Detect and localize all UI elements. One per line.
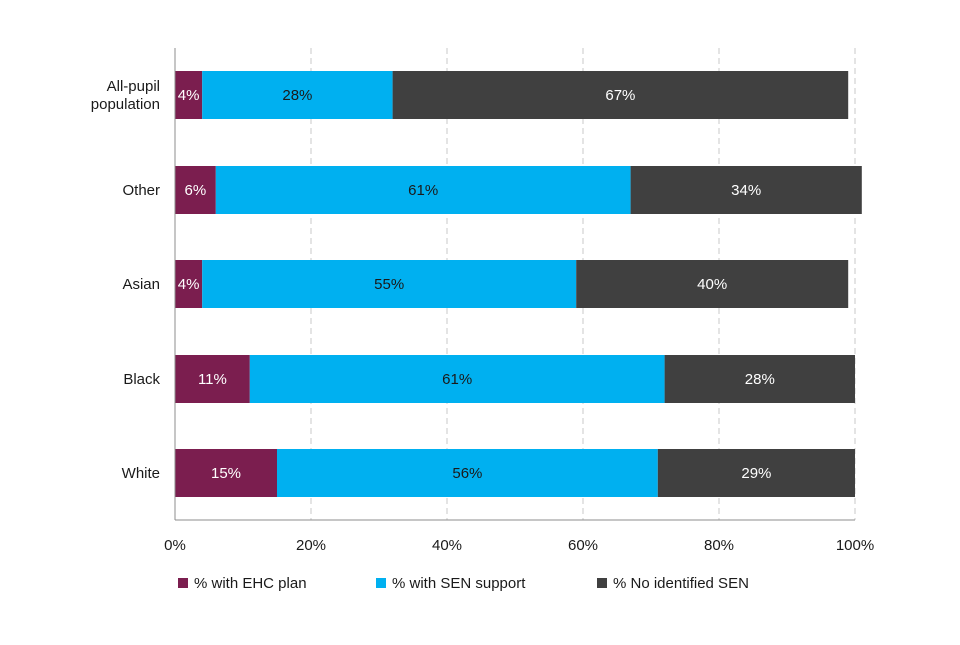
x-tick-label: 40%	[432, 537, 462, 554]
x-tick-label: 60%	[568, 537, 598, 554]
bar-segment	[202, 71, 393, 119]
category-label: All-pupil population	[91, 78, 160, 113]
bar-value-label: 4%	[178, 87, 200, 104]
legend-label: % with SEN support	[392, 575, 526, 592]
bars	[175, 71, 862, 497]
bar-value-label: 11%	[198, 371, 227, 388]
bar-value-label: 29%	[741, 465, 771, 482]
bar-segment	[175, 166, 216, 214]
bar-segment	[630, 166, 862, 214]
bar-value-label: 55%	[374, 276, 404, 293]
bar-value-label: 28%	[745, 371, 775, 388]
bar-segment	[392, 71, 849, 119]
bar-segment	[175, 71, 203, 119]
bar-segment	[175, 449, 277, 497]
bar-segment	[175, 260, 203, 308]
bar-value-label: 56%	[452, 465, 482, 482]
bar-segment	[215, 166, 631, 214]
bar-value-label: 34%	[731, 182, 761, 199]
bar-segment	[657, 449, 855, 497]
bar-value-label: 15%	[211, 465, 241, 482]
bar-value-label: 4%	[178, 276, 200, 293]
x-tick-label: 0%	[164, 537, 186, 554]
axes: 0% 20% 40% 60% 80% 100%	[164, 48, 874, 554]
bar-value-label: 67%	[605, 87, 635, 104]
x-tick-label: 20%	[296, 537, 326, 554]
legend-label: % with EHC plan	[194, 575, 307, 592]
legend-label: % No identified SEN	[613, 575, 749, 592]
bar-value-label: 40%	[697, 276, 727, 293]
bar-value-label: 6%	[185, 182, 207, 199]
legend-swatch	[376, 578, 386, 588]
bar-segment	[277, 449, 658, 497]
x-tick-label: 100%	[836, 537, 874, 554]
category-label: Asian	[122, 276, 160, 293]
bar-value-label: 61%	[442, 371, 472, 388]
bar-segment	[202, 260, 577, 308]
bar-segment	[249, 355, 665, 403]
bar-segment	[576, 260, 849, 308]
bar-value-label: 61%	[408, 182, 438, 199]
legend-swatch	[597, 578, 607, 588]
category-label: Other	[122, 182, 160, 199]
bar-segment	[664, 355, 855, 403]
category-label: White	[122, 465, 160, 482]
bar-value-label: 28%	[282, 87, 312, 104]
x-tick-label: 80%	[704, 537, 734, 554]
labels: 4% 28% 67% All-pupil population 6% 61% 34% Other…	[91, 78, 775, 482]
bar-segment	[175, 355, 250, 403]
legend: % with EHC plan % with SEN support % No id…	[178, 575, 749, 592]
legend-swatch	[178, 578, 188, 588]
category-label: Black	[123, 371, 160, 388]
